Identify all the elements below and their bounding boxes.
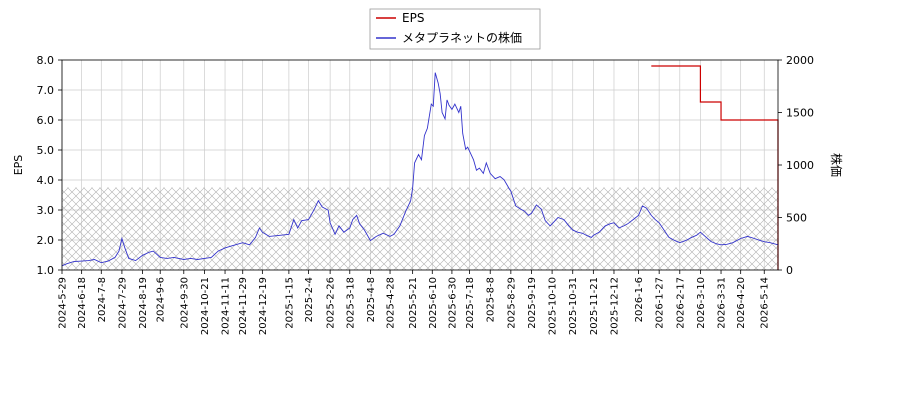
x-tick-label: 2025-8-8 bbox=[486, 277, 497, 322]
x-tick-label: 2025-4-8 bbox=[366, 277, 377, 322]
x-tick-label: 2025-6-10 bbox=[428, 277, 439, 329]
x-tick-label: 2025-10-10 bbox=[548, 277, 559, 335]
x-tick-label: 2025-7-18 bbox=[465, 277, 476, 329]
left-tick-label: 6.0 bbox=[37, 114, 55, 127]
hatched-band bbox=[62, 187, 778, 270]
hatched-band-fill bbox=[62, 187, 778, 270]
x-tick-label: 2025-5-21 bbox=[408, 277, 419, 329]
x-tick-label: 2025-1-15 bbox=[284, 277, 295, 329]
x-tick-label: 2025-10-31 bbox=[568, 277, 579, 335]
x-tick-label: 2024-5-29 bbox=[58, 277, 69, 329]
x-tick-label: 2024-8-19 bbox=[138, 277, 149, 329]
x-tick-label: 2026-3-31 bbox=[717, 277, 728, 329]
left-axis-label: EPS bbox=[12, 155, 25, 176]
x-tick-label: 2025-9-19 bbox=[527, 277, 538, 329]
series-line-price bbox=[61, 72, 779, 267]
x-tick-label: 2026-1-27 bbox=[655, 277, 666, 329]
x-tick-label: 2026-4-20 bbox=[736, 277, 747, 329]
tick-marks bbox=[58, 59, 782, 274]
legend-label-price: メタプラネットの株価 bbox=[402, 30, 522, 45]
right-axis-label: 株価 bbox=[829, 153, 844, 177]
x-tick-label: 2026-2-17 bbox=[675, 277, 686, 329]
right-tick-label: 0 bbox=[786, 264, 793, 277]
right-tick-label: 2000 bbox=[786, 54, 814, 67]
x-tick-label: 2026-5-14 bbox=[760, 277, 771, 329]
left-tick-label: 8.0 bbox=[37, 54, 55, 67]
x-tick-label: 2025-2-4 bbox=[304, 277, 315, 322]
x-tick-label: 2024-11-11 bbox=[221, 277, 232, 335]
x-tick-label: 2025-11-21 bbox=[589, 277, 600, 335]
x-tick-label: 2025-2-26 bbox=[326, 277, 337, 329]
left-tick-label: 7.0 bbox=[37, 84, 55, 97]
tick-labels: 1.0 2.0 3.0 4.0 5.0 6.0 7.0 8.0 0 500 1000 1500 2000… bbox=[37, 54, 815, 335]
x-tick-label: 2024-9-30 bbox=[179, 277, 190, 329]
x-tick-label: 2026-1-6 bbox=[634, 277, 645, 322]
right-tick-label: 1000 bbox=[786, 159, 814, 172]
x-tick-label: 2024-12-19 bbox=[258, 277, 269, 335]
x-tick-label: 2024-7-8 bbox=[97, 277, 108, 322]
x-tick-label: 2024-7-29 bbox=[117, 277, 128, 329]
legend-label-eps: EPS bbox=[402, 11, 424, 25]
x-tick-label: 2024-9-6 bbox=[156, 277, 167, 322]
x-tick-label: 2024-10-21 bbox=[200, 277, 211, 335]
x-tick-label: 2025-6-30 bbox=[447, 277, 458, 329]
legend: EPS メタプラネットの株価 bbox=[369, 8, 541, 50]
x-tick-label: 2025-12-12 bbox=[609, 277, 620, 335]
left-tick-label: 1.0 bbox=[37, 264, 55, 277]
right-tick-label: 500 bbox=[786, 212, 807, 225]
x-tick-label: 2026-3-10 bbox=[696, 277, 707, 329]
left-tick-label: 5.0 bbox=[37, 144, 55, 157]
x-tick-label: 2025-4-28 bbox=[386, 277, 397, 329]
x-tick-label: 2025-8-29 bbox=[506, 277, 517, 329]
legend-box bbox=[369, 8, 541, 50]
x-tick-label: 2024-6-18 bbox=[77, 277, 88, 329]
x-tick-label: 2025-3-18 bbox=[345, 277, 356, 329]
right-tick-label: 1500 bbox=[786, 107, 814, 120]
left-tick-label: 4.0 bbox=[37, 174, 55, 187]
left-tick-label: 3.0 bbox=[37, 204, 55, 217]
left-tick-label: 2.0 bbox=[37, 234, 55, 247]
x-tick-label: 2024-11-29 bbox=[238, 277, 249, 335]
